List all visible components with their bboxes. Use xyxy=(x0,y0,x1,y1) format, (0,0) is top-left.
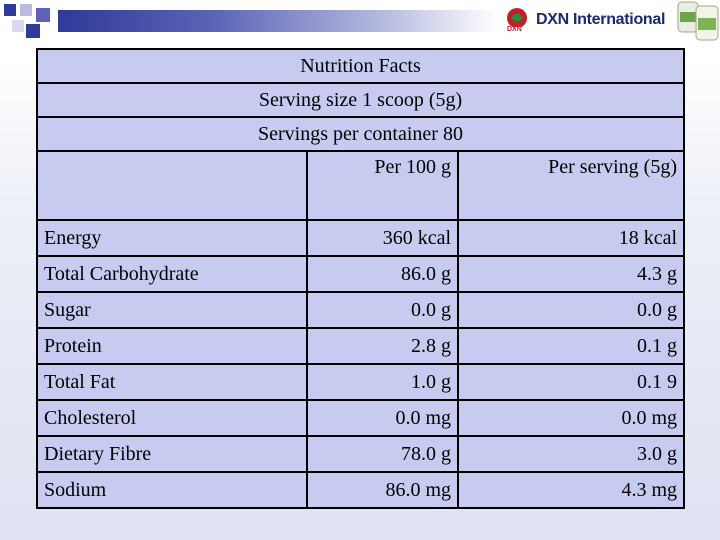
nutrient-name: Total Fat xyxy=(36,363,308,401)
serving-size: Serving size 1 scoop (5g) xyxy=(36,82,685,118)
value-per-serving: 4.3 mg xyxy=(457,471,685,509)
column-header-per-serving: Per serving (5g) xyxy=(457,150,685,221)
table-row: Protein 2.8 g 0.1 g xyxy=(36,327,685,365)
value-per-100g: 1.0 g xyxy=(305,363,460,401)
value-per-serving: 0.0 mg xyxy=(457,399,685,437)
value-per-100g: 2.8 g xyxy=(305,327,460,365)
nutrient-name: Cholesterol xyxy=(36,399,308,437)
value-per-100g: 78.0 g xyxy=(305,435,460,473)
table-row: Total Fat 1.0 g 0.1 9 xyxy=(36,363,685,401)
table-row: Sodium 86.0 mg 4.3 mg xyxy=(36,471,685,509)
decor-square-1 xyxy=(4,4,16,16)
brand-name: DXN International xyxy=(536,11,666,28)
table-row: Sugar 0.0 g 0.0 g xyxy=(36,291,685,329)
dxn-logo-icon: DXN xyxy=(502,5,532,35)
table-row: Energy 360 kcal 18 kcal xyxy=(36,219,685,257)
table-title: Nutrition Facts xyxy=(36,48,685,84)
column-header-per-100g: Per 100 g xyxy=(305,150,460,221)
header-gradient-bar xyxy=(58,10,498,32)
nutrient-name: Total Carbohydrate xyxy=(36,255,308,293)
value-per-serving: 0.1 9 xyxy=(457,363,685,401)
table-row: Cholesterol 0.0 mg 0.0 mg xyxy=(36,399,685,437)
value-per-100g: 0.0 g xyxy=(305,291,460,329)
decor-square-2 xyxy=(20,4,32,16)
brand-mark-text: DXN xyxy=(507,26,522,33)
table-row: Dietary Fibre 78.0 g 3.0 g xyxy=(36,435,685,473)
value-per-serving: 3.0 g xyxy=(457,435,685,473)
nutrient-name: Dietary Fibre xyxy=(36,435,308,473)
value-per-serving: 18 kcal xyxy=(457,219,685,257)
brand-logo: DXN DXN International xyxy=(502,4,665,36)
value-per-100g: 86.0 g xyxy=(305,255,460,293)
value-per-serving: 0.0 g xyxy=(457,291,685,329)
header-band: DXN DXN International xyxy=(0,0,720,42)
value-per-serving: 0.1 g xyxy=(457,327,685,365)
value-per-100g: 86.0 mg xyxy=(305,471,460,509)
nutrient-name: Sugar xyxy=(36,291,308,329)
nutrient-name: Sodium xyxy=(36,471,308,509)
nutrient-name: Protein xyxy=(36,327,308,365)
value-per-serving: 4.3 g xyxy=(457,255,685,293)
value-per-100g: 360 kcal xyxy=(305,219,460,257)
table-row: Total Carbohydrate 86.0 g 4.3 g xyxy=(36,255,685,293)
value-per-100g: 0.0 mg xyxy=(305,399,460,437)
decor-square-5 xyxy=(26,24,40,38)
nutrient-header-cell xyxy=(36,150,308,221)
nutrition-facts-table: Nutrition Facts Serving size 1 scoop (5g… xyxy=(36,48,685,509)
decor-square-3 xyxy=(36,8,50,22)
nutrient-name: Energy xyxy=(36,219,308,257)
decor-square-4 xyxy=(12,20,24,32)
product-image-icon xyxy=(670,0,720,42)
servings-per-container: Servings per container 80 xyxy=(36,116,685,152)
